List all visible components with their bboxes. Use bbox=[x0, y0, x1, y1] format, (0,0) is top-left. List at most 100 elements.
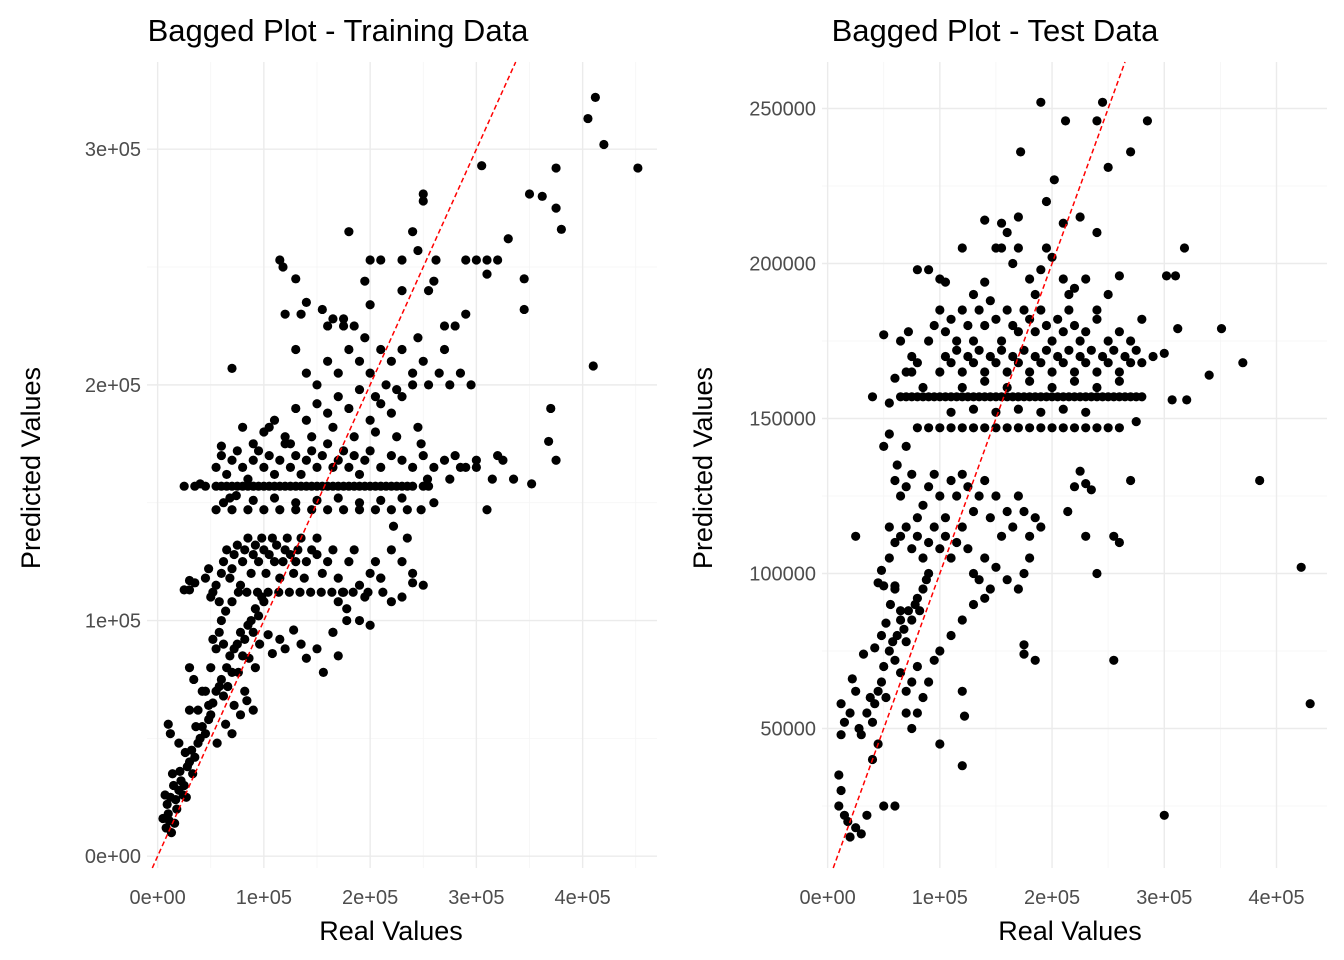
training-data-point bbox=[349, 432, 359, 442]
test-data-point bbox=[980, 277, 990, 287]
training-data-point bbox=[253, 446, 264, 456]
training-data-point bbox=[275, 573, 285, 583]
test-data-point bbox=[1126, 336, 1136, 346]
test-data-point bbox=[870, 699, 880, 709]
training-data-point bbox=[445, 380, 455, 390]
training-data-point bbox=[544, 436, 554, 447]
test-data-point bbox=[929, 655, 939, 665]
training-data-point bbox=[261, 568, 271, 579]
test-data-point bbox=[1002, 506, 1012, 517]
test-data-point bbox=[1058, 218, 1068, 228]
training-data-point bbox=[197, 686, 207, 696]
training-data-point bbox=[296, 469, 306, 480]
test-data-point bbox=[1036, 265, 1046, 275]
training-data-point bbox=[296, 309, 306, 319]
training-data-point bbox=[333, 651, 343, 661]
test-data-point bbox=[890, 537, 900, 548]
training-data-point bbox=[250, 540, 260, 550]
training-data-point bbox=[248, 705, 258, 715]
training-reference-line-group bbox=[151, 61, 517, 869]
test-data-point bbox=[1019, 649, 1029, 659]
training-data-point bbox=[416, 439, 426, 449]
training-data-point bbox=[269, 415, 280, 425]
test-data-point bbox=[1092, 305, 1102, 315]
training-data-point bbox=[455, 462, 466, 472]
training-x-axis-title: Real Values bbox=[319, 916, 463, 946]
training-data-point bbox=[227, 455, 237, 465]
training-data-point bbox=[204, 700, 214, 710]
test-data-point bbox=[940, 327, 951, 337]
training-data-point bbox=[408, 462, 418, 472]
test-data-point bbox=[929, 320, 939, 331]
training-data-point bbox=[323, 505, 333, 515]
training-data-point bbox=[233, 667, 243, 677]
test-data-point bbox=[1058, 423, 1068, 433]
training-data-point bbox=[275, 455, 285, 465]
training-data-point bbox=[312, 380, 322, 390]
test-data-point bbox=[1173, 324, 1183, 334]
training-data-point bbox=[423, 481, 434, 491]
test-data-point bbox=[881, 618, 891, 628]
training-data-point bbox=[264, 549, 274, 560]
test-data-point bbox=[1103, 336, 1113, 346]
test-data-point bbox=[1069, 283, 1080, 293]
test-data-point bbox=[1114, 376, 1124, 386]
training-data-point bbox=[333, 573, 343, 583]
training-data-point bbox=[238, 462, 248, 472]
test-data-point bbox=[1063, 506, 1073, 517]
training-data-point bbox=[193, 705, 203, 715]
training-data-point bbox=[250, 604, 260, 614]
training-data-point bbox=[386, 597, 396, 607]
test-x-axis-title: Real Values bbox=[998, 916, 1142, 946]
training-data-point bbox=[551, 455, 561, 465]
test-data-point bbox=[836, 730, 846, 740]
training-data-point bbox=[216, 450, 226, 461]
training-data-point bbox=[556, 224, 566, 234]
training-data-point bbox=[503, 234, 513, 244]
training-data-point bbox=[181, 792, 191, 802]
training-data-point bbox=[165, 729, 175, 739]
training-data-point bbox=[232, 540, 242, 550]
test-data-point bbox=[1036, 97, 1046, 107]
training-data-point bbox=[461, 309, 471, 319]
test-data-point bbox=[1109, 345, 1119, 355]
training-data-point bbox=[238, 557, 248, 567]
test-data-point bbox=[1081, 407, 1091, 417]
test-data-point bbox=[974, 345, 984, 355]
test-data-point bbox=[907, 469, 917, 479]
training-data-point bbox=[370, 557, 381, 567]
test-data-point bbox=[940, 277, 951, 287]
training-data-point bbox=[323, 408, 333, 418]
training-data-point bbox=[312, 549, 322, 560]
test-data-point bbox=[839, 717, 850, 727]
test-data-point bbox=[1075, 351, 1085, 362]
training-data-point bbox=[471, 462, 481, 472]
test-data-point bbox=[903, 327, 914, 337]
test-x-ticks: 0e+00 1e+05 2e+05 3e+05 4e+05 bbox=[800, 887, 1305, 909]
test-data-point bbox=[1064, 345, 1074, 355]
training-data-point bbox=[246, 615, 256, 626]
test-data-point bbox=[1047, 423, 1057, 433]
test-data-point bbox=[1179, 243, 1190, 253]
test-data-point bbox=[1092, 314, 1102, 324]
test-data-point bbox=[1114, 271, 1124, 281]
training-data-point bbox=[257, 533, 267, 543]
training-data-point bbox=[312, 533, 322, 543]
test-y-tick-label: 150000 bbox=[749, 409, 816, 431]
training-data-point bbox=[269, 557, 280, 567]
training-data-point bbox=[328, 545, 338, 555]
training-data-point bbox=[235, 580, 246, 590]
training-data-point bbox=[386, 545, 396, 555]
test-data-point bbox=[980, 423, 990, 433]
training-data-point bbox=[418, 450, 428, 461]
training-data-point bbox=[397, 592, 407, 602]
test-data-point bbox=[856, 829, 866, 839]
training-data-point bbox=[285, 439, 296, 449]
training-data-point bbox=[227, 597, 237, 607]
training-data-point bbox=[212, 738, 222, 748]
test-data-point bbox=[1092, 382, 1102, 393]
test-data-point bbox=[918, 692, 928, 703]
training-data-point bbox=[267, 648, 277, 659]
training-data-point bbox=[338, 321, 349, 331]
